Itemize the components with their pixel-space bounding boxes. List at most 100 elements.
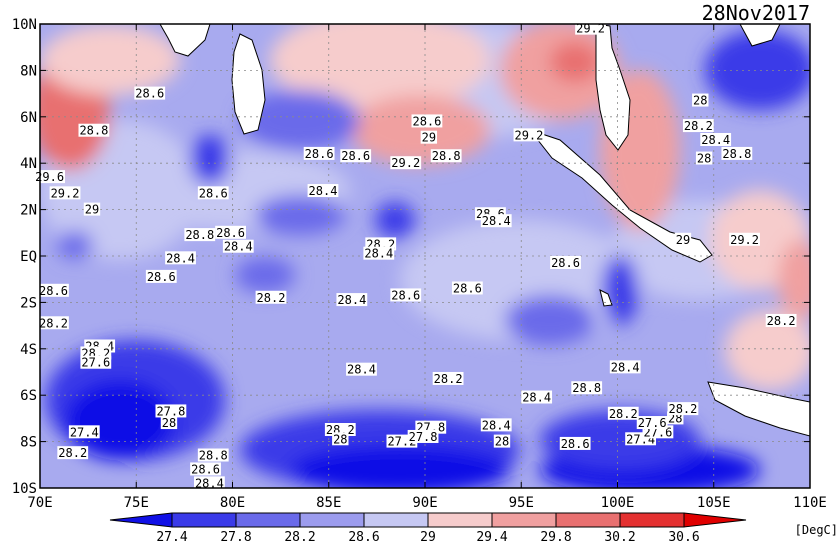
svg-text:28.2: 28.2 (609, 407, 638, 421)
sst-field (40, 24, 810, 488)
contour-label: 29.2 (729, 232, 760, 247)
colorbar-segment (619, 512, 685, 528)
svg-text:29.6: 29.6 (35, 170, 64, 184)
lat-tick-label: 6S (20, 388, 37, 404)
contour-label: 28 (493, 434, 511, 449)
svg-text:28.4: 28.4 (347, 363, 376, 377)
contour-label: 28.6 (145, 269, 177, 284)
latitude-labels: 10N 8N 6N 4N 2N EQ 2S 4S 6S 8S 10S (12, 17, 37, 497)
contour-label: 28.6 (451, 281, 483, 295)
svg-text:28.4: 28.4 (701, 133, 730, 147)
svg-text:28: 28 (693, 94, 707, 108)
contour-label: 28.6 (559, 436, 591, 451)
svg-text:28.6: 28.6 (39, 284, 68, 298)
contour-label: 28.6 (190, 462, 221, 476)
svg-text:28.6: 28.6 (561, 437, 590, 451)
contour-label: 28.8 (197, 448, 229, 463)
lon-tick-label: 75E (124, 495, 149, 511)
svg-text:28.8: 28.8 (199, 449, 228, 463)
lon-tick-label: 90E (412, 495, 437, 511)
colorbar-tick-label: 27.8 (220, 530, 251, 544)
svg-text:28.6: 28.6 (305, 147, 334, 161)
svg-text:28.8: 28.8 (722, 147, 751, 161)
svg-text:28: 28 (333, 432, 347, 446)
svg-text:29.2: 29.2 (51, 186, 80, 200)
lat-tick-label: 2N (20, 203, 37, 219)
svg-text:28.6: 28.6 (191, 462, 220, 476)
colorbar-segment (491, 512, 557, 528)
contour-label: 29.2 (575, 21, 606, 36)
lat-tick-label: 8N (20, 63, 37, 79)
contour-label: 28.2 (432, 371, 464, 386)
contour-label: 29 (420, 130, 438, 145)
contour-label: 28.4 (346, 362, 377, 377)
colorbar-tick-label: 29.8 (540, 530, 571, 544)
svg-text:28.6: 28.6 (135, 87, 164, 101)
contour-label: 28.2 (38, 316, 69, 330)
contour-label: 28.4 (194, 476, 225, 490)
contour-label: 28.4 (165, 251, 196, 265)
svg-text:28.2: 28.2 (58, 446, 87, 460)
colorbar-segment (363, 512, 429, 528)
contour-label: 28 (160, 416, 178, 430)
colorbar-tick-label: 30.2 (604, 530, 635, 544)
svg-text:28.2: 28.2 (434, 372, 463, 386)
contour-label: 28.6 (303, 146, 335, 161)
svg-text:28.4: 28.4 (195, 476, 224, 490)
contour-label: 29.6 (34, 170, 66, 184)
svg-text:28.4: 28.4 (611, 360, 640, 374)
svg-text:28.4: 28.4 (224, 240, 253, 254)
svg-text:29: 29 (85, 203, 99, 217)
svg-text:28.4: 28.4 (522, 391, 551, 405)
contour-label: 28.4 (363, 246, 395, 261)
svg-text:28.8: 28.8 (79, 124, 108, 138)
colorbar-segment (235, 512, 301, 528)
svg-text:28.4: 28.4 (364, 247, 393, 261)
contour-label: 28.6 (340, 149, 372, 163)
svg-text:29.2: 29.2 (576, 22, 605, 36)
colorbar-labels: 27.4 27.8 28.2 28.6 29 29.4 29.8 30.2 30.6 (156, 530, 699, 544)
contour-label: 28 (695, 151, 713, 166)
borneo-edge (739, 24, 781, 47)
contour-label: 28.6 (550, 256, 581, 270)
contour-label: 29.2 (390, 156, 422, 170)
svg-text:29.2: 29.2 (730, 233, 759, 247)
colorbar-segment (427, 512, 493, 528)
colorbar-tick-label: 29.4 (476, 530, 507, 544)
java (707, 381, 810, 437)
svg-text:27.6: 27.6 (638, 416, 667, 430)
contour-label: 28.6 (38, 283, 69, 298)
colorbar-tick-label: 28.2 (284, 530, 315, 544)
contour-label: 27.8 (155, 404, 187, 418)
svg-text:27.8: 27.8 (156, 404, 185, 418)
contour-label: 28.6 (215, 225, 246, 240)
svg-text:28: 28 (495, 435, 509, 449)
colorbar-min-arrow (109, 512, 173, 528)
contour-label: 28.8 (184, 228, 216, 242)
colorbar-tick-label: 30.6 (668, 530, 699, 544)
svg-text:28.6: 28.6 (551, 256, 580, 270)
unit-label: [DegC] (795, 523, 838, 537)
svg-text:28.8: 28.8 (185, 228, 214, 242)
contour-label: 28.4 (700, 133, 732, 147)
contour-label: 27.8 (407, 429, 439, 444)
contour-label: 28.2 (682, 119, 714, 133)
lat-tick-label: EQ (20, 249, 37, 265)
lat-tick-label: 2S (20, 295, 37, 311)
contour-label: 28.2 (667, 402, 699, 416)
colorbar-tick-label: 27.4 (156, 530, 187, 544)
lat-tick-label: 6N (20, 110, 37, 126)
colorbar (109, 512, 747, 528)
svg-text:29.2: 29.2 (391, 156, 420, 170)
lon-tick-label: 95E (509, 495, 534, 511)
contour-label: 27.6 (80, 355, 112, 370)
colorbar-segment (171, 512, 237, 528)
contour-label: 28.4 (307, 184, 339, 198)
colorbar-segment (299, 512, 365, 528)
contour-label: 28.6 (197, 186, 229, 200)
svg-text:28.6: 28.6 (412, 114, 441, 128)
contour-label: 29.2 (49, 186, 81, 200)
lat-tick-label: 8S (20, 435, 37, 451)
